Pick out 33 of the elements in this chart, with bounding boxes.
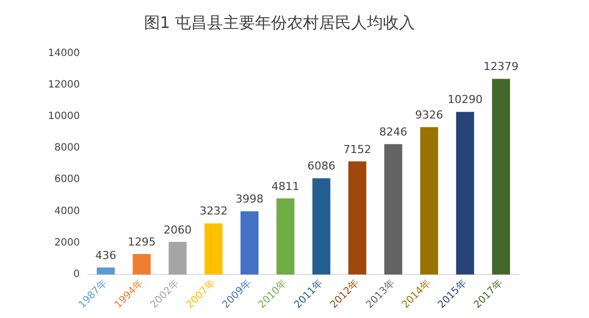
y-tick-label: 4000 (54, 206, 80, 217)
bar (168, 242, 187, 274)
y-tick-label: 12000 (48, 79, 80, 90)
bar (348, 161, 366, 274)
data-label: 6086 (307, 160, 336, 173)
bar (420, 127, 438, 274)
y-tick-label: 8000 (54, 142, 80, 154)
data-label: 4811 (271, 180, 300, 193)
data-label: 10290 (448, 93, 483, 106)
data-label: 436 (95, 248, 116, 262)
bar (204, 223, 223, 274)
bar (456, 112, 474, 274)
y-tick-label: 0 (73, 269, 80, 280)
bar (384, 144, 402, 274)
bar (132, 254, 151, 274)
bar (96, 268, 115, 274)
bar (276, 198, 294, 274)
data-label: 8246 (379, 125, 408, 138)
data-label: 7152 (343, 142, 372, 156)
data-label: 1295 (128, 235, 156, 248)
y-tick-label: 14000 (48, 48, 80, 59)
data-label: 3232 (200, 204, 228, 218)
bar (312, 178, 330, 274)
data-label: 2060 (164, 223, 192, 236)
y-tick-label: 6000 (54, 174, 80, 186)
data-label: 9326 (415, 108, 444, 122)
y-tick-label: 10000 (48, 111, 80, 122)
chart-title: 图1 屯昌县主要年份农村居民人均收入 (144, 12, 416, 32)
bar (492, 78, 510, 274)
bar (240, 211, 258, 274)
data-label: 12379 (484, 60, 519, 74)
y-tick-label: 2000 (54, 237, 80, 248)
data-label: 3998 (236, 192, 264, 206)
